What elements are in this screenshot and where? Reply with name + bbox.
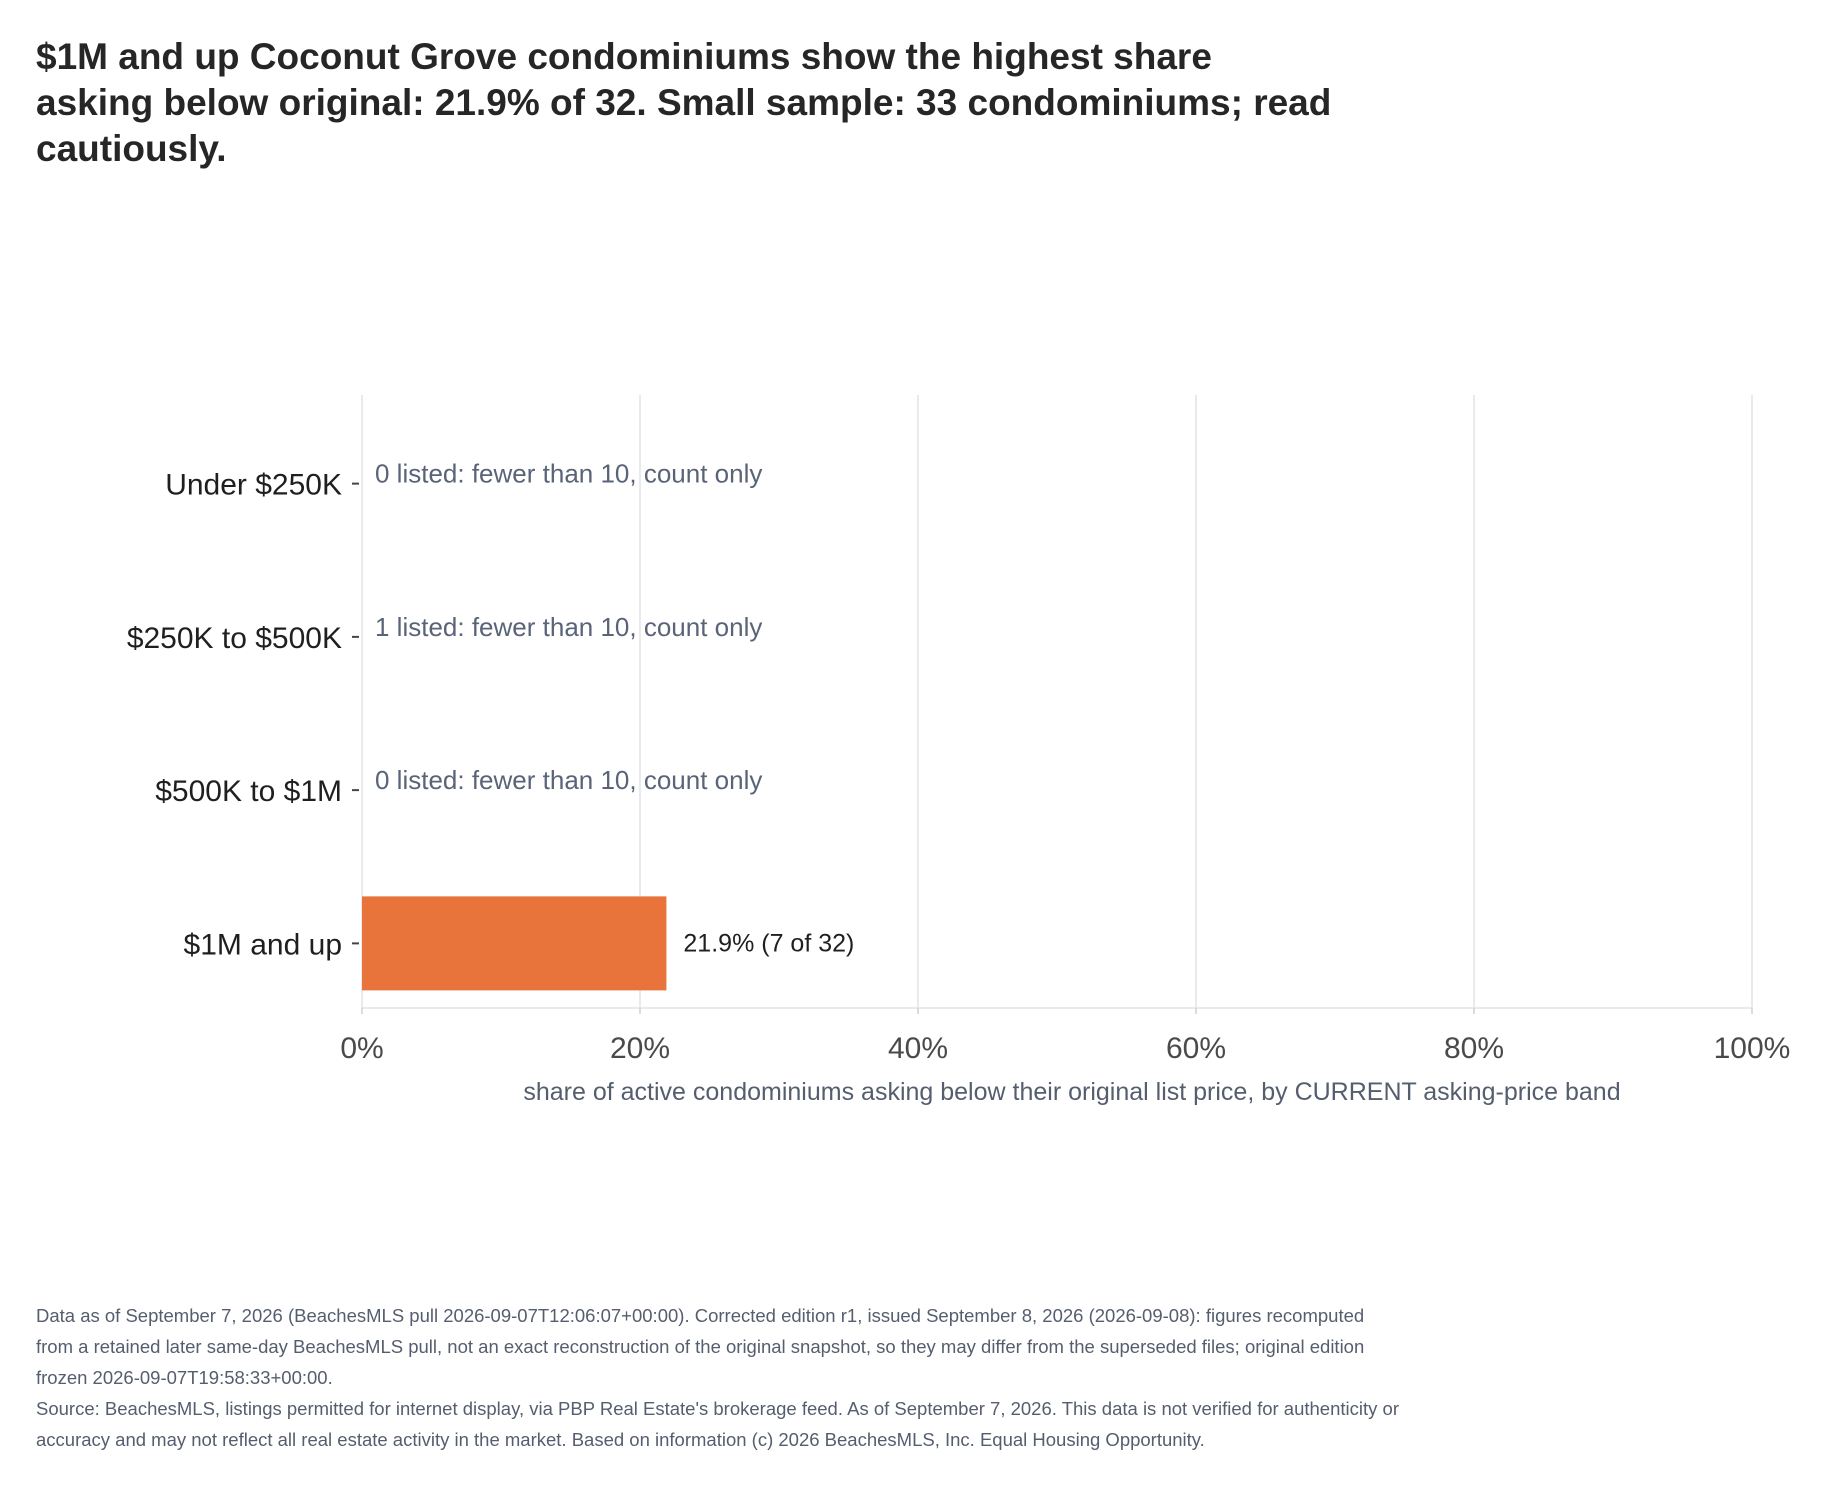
footer-notes: Data as of September 7, 2026 (BeachesMLS… [36, 1300, 1406, 1455]
x-axis-title: share of active condominiums asking belo… [523, 1078, 1620, 1106]
x-tick-label: 80% [1444, 1032, 1504, 1065]
footer-source: Source: BeachesMLS, listings permitted f… [36, 1398, 1399, 1450]
x-tick-label: 20% [610, 1032, 670, 1065]
x-tick-label: 0% [340, 1032, 383, 1065]
bar [362, 896, 667, 991]
count-only-note: 0 listed: fewer than 10, count only [375, 765, 762, 795]
x-tick-label: 100% [1714, 1032, 1791, 1065]
count-only-note: 1 listed: fewer than 10, count only [375, 612, 762, 642]
y-tick-label: $1M and up [184, 928, 342, 961]
count-only-note: 0 listed: fewer than 10, count only [375, 459, 762, 489]
y-tick-label: $500K to $1M [155, 775, 342, 808]
y-tick-label: $250K to $500K [127, 622, 342, 655]
y-tick-label: Under $250K [165, 469, 342, 502]
chart-title: $1M and up Coconut Grove condominiums sh… [36, 36, 1332, 169]
data-label: 21.9% (7 of 32) [683, 929, 854, 957]
bar-chart: 0% 20% 40% 60% 80% 100% share of active condom… [127, 395, 1791, 1106]
footer-data-note: Data as of September 7, 2026 (BeachesMLS… [36, 1305, 1365, 1388]
x-tick-label: 60% [1166, 1032, 1226, 1065]
x-tick-label: 40% [888, 1032, 948, 1065]
